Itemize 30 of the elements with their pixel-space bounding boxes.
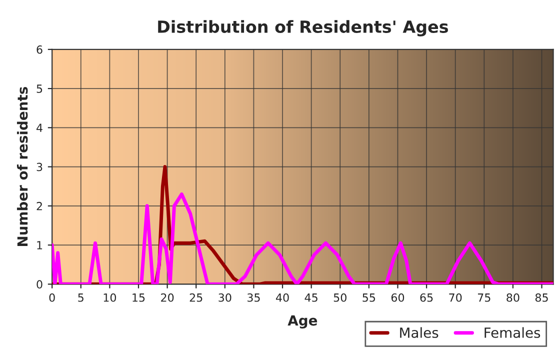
x-tick-label: 55: [362, 294, 376, 302]
x-axis-title: Age: [288, 315, 318, 328]
legend-label: Females: [484, 327, 540, 338]
x-tick-label: 20: [161, 293, 174, 302]
x-tick-label: 80: [506, 293, 520, 302]
y-tick-label: 6: [36, 45, 42, 54]
x-tick-label: 85: [535, 293, 548, 302]
x-tick-label: 10: [104, 293, 116, 302]
x-tick-label: 75: [478, 294, 490, 302]
x-tick-label: 30: [218, 293, 232, 302]
x-tick-label: 35: [247, 293, 260, 302]
x-tick-label: 70: [449, 293, 462, 302]
x-tick-label: 40: [276, 293, 289, 302]
x-tick-label: 0: [49, 293, 55, 302]
x-tick-label: 5: [78, 294, 84, 302]
x-tick-label: 50: [334, 293, 346, 302]
y-tick-label: 3: [36, 162, 42, 172]
x-tick-label: 60: [391, 293, 404, 302]
y-tick-label: 0: [36, 280, 42, 289]
x-tick-label: 15: [132, 294, 145, 302]
legend-label: Males: [400, 327, 438, 338]
x-tick-label: 25: [190, 293, 202, 302]
y-tick-label: 4: [36, 124, 42, 132]
y-tick-label: 2: [36, 202, 42, 210]
y-tick-label: 5: [36, 84, 42, 93]
y-axis-title: Number of residents: [16, 87, 28, 246]
x-tick-label: 65: [420, 293, 433, 302]
chart-title: Distribution of Residents' Ages: [158, 20, 448, 36]
x-tick-label: 45: [304, 294, 318, 302]
y-tick-label: 1: [37, 241, 42, 250]
